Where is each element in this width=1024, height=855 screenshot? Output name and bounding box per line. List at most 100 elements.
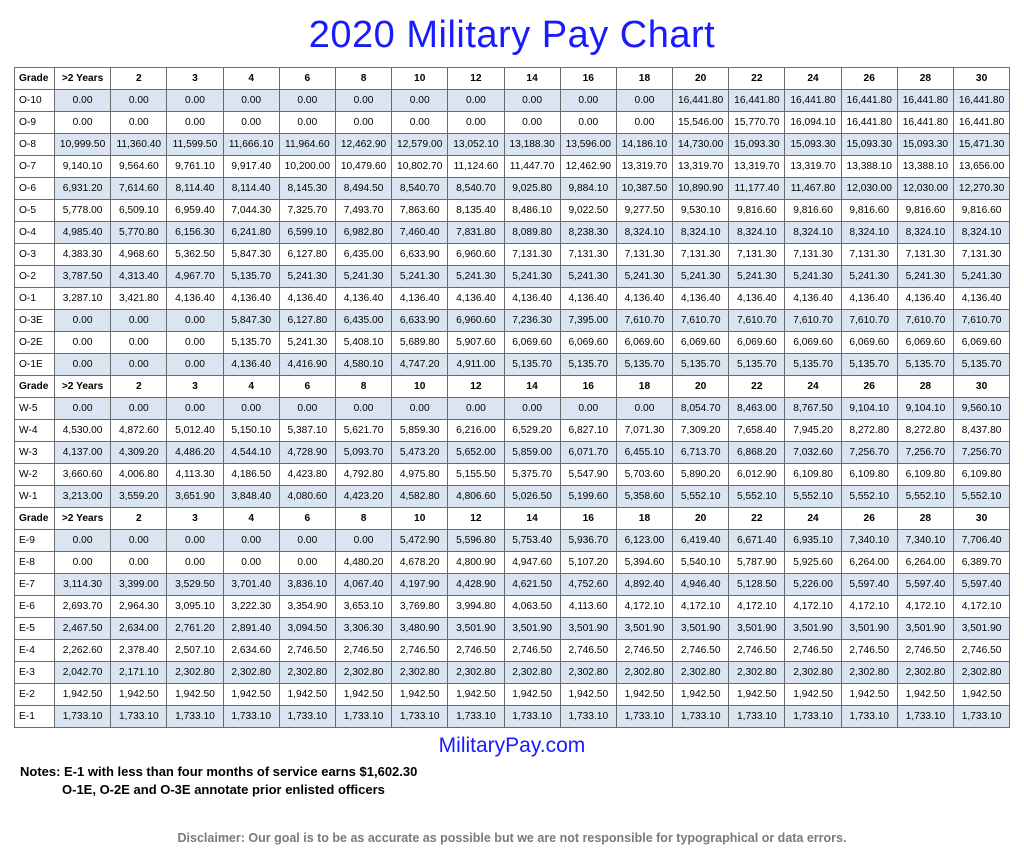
grade-cell: E-4	[15, 640, 55, 662]
pay-cell: 4,136.40	[729, 288, 785, 310]
pay-cell: 1,942.50	[897, 684, 953, 706]
table-row: E-62,693.702,964.303,095.103,222.303,354…	[15, 596, 1010, 618]
pay-cell: 2,964.30	[111, 596, 167, 618]
pay-cell: 5,689.80	[392, 332, 448, 354]
pay-cell: 0.00	[55, 112, 111, 134]
pay-cell: 1,733.10	[167, 706, 223, 728]
pay-cell: 2,302.80	[504, 662, 560, 684]
pay-cell: 0.00	[223, 112, 279, 134]
pay-cell: 4,136.40	[504, 288, 560, 310]
col-header-years: 8	[335, 68, 391, 90]
col-header-years: 16	[560, 508, 616, 530]
col-header-years: 6	[279, 376, 335, 398]
table-header-row: Grade>2 Years234681012141618202224262830	[15, 68, 1010, 90]
pay-cell: 0.00	[560, 398, 616, 420]
pay-cell: 5,859.30	[392, 420, 448, 442]
pay-cell: 6,435.00	[335, 310, 391, 332]
pay-cell: 7,493.70	[335, 200, 391, 222]
pay-cell: 4,800.90	[448, 552, 504, 574]
pay-cell: 8,324.10	[841, 222, 897, 244]
grade-cell: O-9	[15, 112, 55, 134]
table-row: O-3E0.000.000.005,847.306,127.806,435.00…	[15, 310, 1010, 332]
pay-cell: 0.00	[279, 530, 335, 552]
pay-cell: 3,501.90	[841, 618, 897, 640]
pay-cell: 0.00	[279, 552, 335, 574]
site-link[interactable]: MilitaryPay.com	[14, 734, 1010, 758]
pay-cell: 0.00	[448, 90, 504, 112]
pay-cell: 15,093.30	[729, 134, 785, 156]
pay-cell: 4,580.10	[335, 354, 391, 376]
pay-cell: 6,931.20	[55, 178, 111, 200]
col-header-years: 18	[616, 376, 672, 398]
pay-cell: 7,945.20	[785, 420, 841, 442]
col-header-years: 22	[729, 68, 785, 90]
pay-cell: 5,597.40	[954, 574, 1010, 596]
pay-cell: 10,200.00	[279, 156, 335, 178]
pay-cell: 7,256.70	[954, 442, 1010, 464]
pay-cell: 15,093.30	[841, 134, 897, 156]
pay-cell: 4,172.10	[729, 596, 785, 618]
col-header-years: 10	[392, 68, 448, 90]
pay-cell: 5,135.70	[841, 354, 897, 376]
pay-cell: 1,733.10	[560, 706, 616, 728]
col-header-years: 12	[448, 68, 504, 90]
pay-cell: 5,907.60	[448, 332, 504, 354]
pay-cell: 10,387.50	[616, 178, 672, 200]
pay-cell: 6,982.80	[335, 222, 391, 244]
col-header-years: 24	[785, 376, 841, 398]
pay-cell: 5,552.10	[785, 486, 841, 508]
notes-line-2: O-1E, O-2E and O-3E annotate prior enlis…	[62, 782, 1010, 797]
pay-cell: 4,136.40	[223, 354, 279, 376]
pay-cell: 11,964.60	[279, 134, 335, 156]
col-header-years: 3	[167, 508, 223, 530]
col-header-years: 10	[392, 508, 448, 530]
pay-cell: 5,241.30	[785, 266, 841, 288]
pay-cell: 1,733.10	[785, 706, 841, 728]
grade-cell: O-7	[15, 156, 55, 178]
table-row: O-79,140.109,564.609,761.109,917.4010,20…	[15, 156, 1010, 178]
pay-cell: 13,596.00	[560, 134, 616, 156]
col-header-years: 2	[111, 376, 167, 398]
grade-cell: O-1	[15, 288, 55, 310]
pay-cell: 7,131.30	[673, 244, 729, 266]
pay-cell: 6,264.00	[841, 552, 897, 574]
pay-cell: 2,042.70	[55, 662, 111, 684]
pay-cell: 13,319.70	[616, 156, 672, 178]
pay-cell: 12,462.90	[560, 156, 616, 178]
pay-cell: 5,135.70	[223, 266, 279, 288]
grade-cell: O-1E	[15, 354, 55, 376]
pay-cell: 5,241.30	[279, 332, 335, 354]
pay-cell: 1,733.10	[841, 706, 897, 728]
pay-cell: 13,188.30	[504, 134, 560, 156]
pay-cell: 8,437.80	[954, 420, 1010, 442]
pay-cell: 12,462.90	[335, 134, 391, 156]
pay-cell: 2,302.80	[673, 662, 729, 684]
table-row: E-90.000.000.000.000.000.005,472.905,596…	[15, 530, 1010, 552]
pay-cell: 4,480.20	[335, 552, 391, 574]
pay-cell: 8,054.70	[673, 398, 729, 420]
pay-cell: 9,564.60	[111, 156, 167, 178]
col-header-years: 4	[223, 508, 279, 530]
pay-cell: 3,848.40	[223, 486, 279, 508]
pay-cell: 6,109.80	[897, 464, 953, 486]
pay-cell: 8,114.40	[167, 178, 223, 200]
pay-cell: 4,113.60	[560, 596, 616, 618]
pay-cell: 1,733.10	[335, 706, 391, 728]
pay-cell: 3,501.90	[448, 618, 504, 640]
col-header-years: 30	[954, 508, 1010, 530]
pay-cell: 3,501.90	[616, 618, 672, 640]
pay-cell: 2,302.80	[335, 662, 391, 684]
pay-cell: 3,501.90	[897, 618, 953, 640]
pay-cell: 1,942.50	[279, 684, 335, 706]
pay-cell: 0.00	[335, 530, 391, 552]
pay-cell: 9,816.60	[897, 200, 953, 222]
grade-cell: O-2E	[15, 332, 55, 354]
pay-cell: 3,501.90	[504, 618, 560, 640]
col-header-years: 6	[279, 508, 335, 530]
pay-cell: 5,128.50	[729, 574, 785, 596]
pay-cell: 3,651.90	[167, 486, 223, 508]
table-row: E-52,467.502,634.002,761.202,891.403,094…	[15, 618, 1010, 640]
pay-cell: 0.00	[55, 354, 111, 376]
pay-cell: 9,816.60	[785, 200, 841, 222]
pay-cell: 1,942.50	[223, 684, 279, 706]
